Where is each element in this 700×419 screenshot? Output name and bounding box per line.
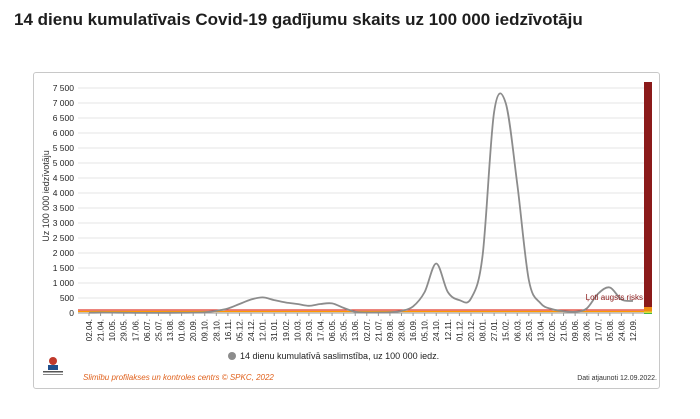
x-tick-label: 20.12.	[467, 319, 476, 341]
spkc-logo-icon	[43, 357, 63, 375]
x-tick-label: 13.08.	[166, 319, 175, 341]
y-tick-label: 6 000	[53, 128, 75, 138]
x-tick-label: 02.04.	[85, 319, 94, 341]
x-tick-label: 08.01.	[479, 319, 488, 341]
x-tick-label: 17.07.	[594, 319, 603, 341]
x-tick-label: 09.08.	[386, 319, 395, 341]
x-tick-label: 06.07.	[143, 319, 152, 341]
y-tick-label: 3 500	[53, 203, 75, 213]
x-tick-label: 10.03.	[293, 319, 302, 341]
x-tick-label: 29.05.	[120, 319, 129, 341]
x-tick-label: 21.04.	[97, 319, 106, 341]
x-tick-label: 21.05.	[560, 319, 569, 341]
y-tick-label: 4 000	[53, 188, 75, 198]
x-tick-label: 28.08.	[398, 319, 407, 341]
legend-label: 14 dienu kumulatīvā saslimstība, uz 100 …	[240, 351, 439, 361]
x-tick-label: 15.02.	[502, 319, 511, 341]
grid-lines	[78, 87, 644, 314]
x-tick-label: 13.06.	[351, 319, 360, 341]
risk-band	[644, 82, 652, 307]
y-tick-label: 5 000	[53, 158, 75, 168]
x-tick-label: 01.09.	[178, 319, 187, 341]
series-line	[88, 92, 634, 314]
x-tick-label: 24.10.	[432, 319, 441, 341]
x-tick-label: 17.04.	[316, 319, 325, 341]
y-axis-title: Uz 100 000 iedzīvotāju	[41, 150, 51, 242]
x-tick-label: 05.08.	[606, 319, 615, 341]
y-tick-label: 2 000	[53, 248, 75, 258]
x-tick-label: 02.05.	[548, 319, 557, 341]
x-tick-label: 17.06.	[131, 319, 140, 341]
x-tick-label: 24.12.	[247, 319, 256, 341]
page-title: 14 dienu kumulatīvais Covid-19 gadījumu …	[14, 10, 583, 29]
x-tick-label: 25.07.	[154, 319, 163, 341]
x-tick-label: 27.01.	[490, 319, 499, 341]
x-tick-label: 05.10.	[421, 319, 430, 341]
x-tick-label: 06.05.	[328, 319, 337, 341]
risk-bands	[644, 82, 652, 314]
y-tick-label: 7 500	[53, 83, 75, 93]
x-tick-label: 02.07.	[363, 319, 372, 341]
risk-band	[644, 311, 652, 313]
x-tick-label: 16.09.	[409, 319, 418, 341]
x-tick-label: 12.01.	[259, 319, 268, 341]
x-tick-label: 06.03.	[513, 319, 522, 341]
y-tick-label: 1 500	[53, 263, 75, 273]
x-axis: 02.04. 21.04. 10.05. 29.05. 17.06. 06.07. 25.0…	[78, 312, 644, 341]
legend[interactable]: 14 dienu kumulatīvā saslimstība, uz 100 …	[228, 351, 439, 361]
last-updated: Dati atjaunoti 12.09.2022.	[577, 375, 657, 382]
risk-band	[644, 312, 652, 314]
x-tick-label: 10.05.	[108, 319, 117, 341]
risk-annotation: Ļoti augsts risks	[586, 293, 643, 302]
y-tick-label: 2 500	[53, 233, 75, 243]
x-tick-label: 12.11.	[444, 319, 453, 341]
y-tick-label: 3 000	[53, 218, 75, 228]
x-tick-label: 21.07.	[374, 319, 383, 341]
x-tick-label: 01.12.	[455, 319, 464, 341]
x-tick-label: 28.06.	[583, 319, 592, 341]
x-tick-label: 28.10.	[212, 319, 221, 341]
y-tick-label: 5 500	[53, 143, 75, 153]
x-tick-label: 25.05.	[340, 319, 349, 341]
x-tick-label: 25.03.	[525, 319, 534, 341]
y-tick-label: 7 000	[53, 98, 75, 108]
y-tick-label: 4 500	[53, 173, 75, 183]
x-tick-label: 05.12.	[235, 319, 244, 341]
x-tick-label: 09.10.	[201, 319, 210, 341]
x-tick-label: 13.04.	[536, 319, 545, 341]
chart-card	[33, 72, 660, 389]
source-credit: Slimību profilakses un kontroles centrs …	[83, 373, 274, 382]
x-tick-label: 29.03.	[305, 319, 314, 341]
y-tick-label: 1 000	[53, 278, 75, 288]
y-tick-label: 500	[60, 293, 74, 303]
x-tick-label: 12.09.	[629, 319, 638, 341]
x-tick-label: 31.01.	[270, 319, 279, 341]
x-tick-label: 09.06.	[571, 319, 580, 341]
x-tick-label: 16.11.	[224, 319, 233, 341]
x-tick-label: 24.08.	[617, 319, 626, 341]
x-tick-label: 20.09.	[189, 319, 198, 341]
x-tick-label: 19.02.	[282, 319, 291, 341]
y-tick-label: 0	[69, 308, 74, 318]
y-axis: 0 500 1 000 1 500 2 000 2 500 3 000 3 500 4 000 4…	[53, 83, 75, 318]
legend-marker	[228, 352, 236, 360]
y-tick-label: 6 500	[53, 113, 75, 123]
risk-band	[644, 307, 652, 312]
